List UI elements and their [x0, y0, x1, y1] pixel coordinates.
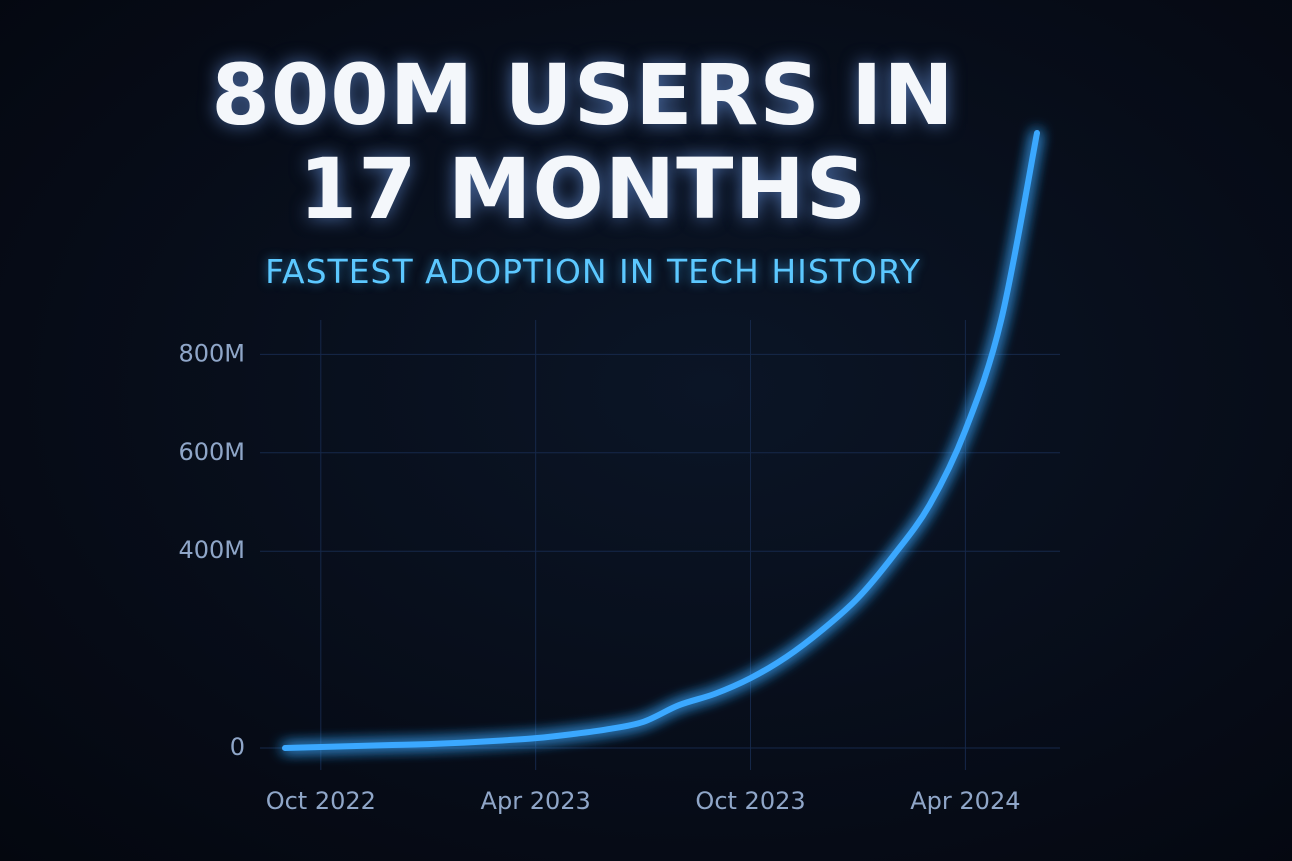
y-tick-label: 0 — [230, 733, 245, 761]
chart-title: 800M USERS IN 17 MONTHS — [211, 46, 955, 238]
x-tick-label: Oct 2023 — [695, 787, 805, 815]
x-tick-label: Apr 2024 — [910, 787, 1020, 815]
x-tick-label: Oct 2022 — [266, 787, 376, 815]
y-tick-label: 800M — [178, 339, 245, 367]
line-series — [282, 130, 1040, 751]
x-tick-label: Apr 2023 — [481, 787, 591, 815]
chart-subtitle: FASTEST ADOPTION IN TECH HISTORY — [265, 252, 921, 291]
y-tick-label: 600M — [178, 438, 245, 466]
y-tick-label: 400M — [178, 536, 245, 564]
